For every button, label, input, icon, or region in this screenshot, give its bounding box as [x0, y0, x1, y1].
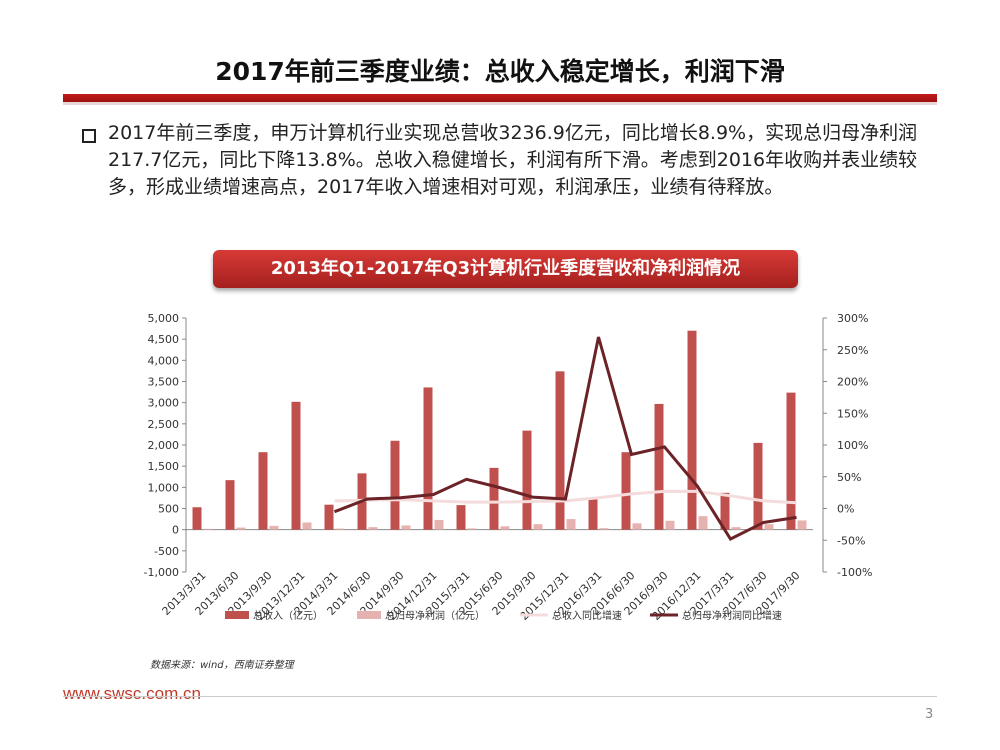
y-right-tick-label: 0%	[837, 503, 854, 516]
y-right-tick-label: -100%	[837, 566, 872, 579]
chart-bars	[192, 330, 807, 530]
bar-revenue	[291, 401, 301, 530]
y-left-tick-label: 4,000	[148, 354, 180, 367]
y-left-tick-label: 3,500	[148, 376, 180, 389]
bar-profit	[566, 519, 576, 530]
bar-revenue	[687, 330, 697, 530]
y-left-tick-label: 1,000	[148, 481, 180, 494]
bar-profit	[269, 525, 279, 530]
y-right-tick-label: 150%	[837, 407, 868, 420]
footer-url[interactable]: www.swsc.com.cn	[63, 684, 201, 703]
bar-revenue	[654, 403, 664, 530]
bar-profit	[368, 527, 378, 530]
bar-revenue	[390, 440, 400, 530]
legend-label: 总收入同比增速	[552, 609, 622, 622]
title-underline-bar	[63, 94, 937, 102]
legend-label: 总归母净利润同比增速	[682, 609, 782, 622]
bar-profit	[797, 520, 807, 530]
legend-label: 总收入（亿元）	[253, 609, 323, 622]
line-revenue-growth	[334, 489, 797, 505]
y-right-tick-label: 200%	[837, 376, 868, 389]
y-left-tick-label: 5,000	[148, 312, 180, 325]
legend-label: 总归母净利润（亿元）	[385, 609, 485, 622]
bar-profit	[467, 528, 477, 530]
bar-profit	[533, 524, 543, 530]
chart-labels: 5,000 4,500 4,000 3,500 3,000 2,500 2,000 1,500…	[144, 312, 873, 623]
y-right-tick-label: 100%	[837, 439, 868, 452]
bar-profit	[302, 522, 312, 530]
data-source-note: 数据来源：wind，西南证券整理	[150, 660, 294, 671]
y-left-tick-label: 500	[158, 503, 179, 516]
bar-revenue	[456, 505, 466, 530]
bar-profit	[236, 527, 246, 530]
y-right-tick-label: 300%	[837, 312, 868, 325]
legend-swatch	[357, 611, 381, 619]
y-left-tick-label: -500	[154, 545, 179, 558]
bar-revenue	[786, 392, 796, 530]
bar-revenue	[522, 430, 532, 530]
bar-profit	[698, 516, 708, 530]
page-number: 3	[925, 707, 934, 722]
chart-banner-title: 2013年Q1-2017年Q3计算机行业季度营收和净利润情况	[213, 250, 798, 288]
y-left-tick-label: 4,500	[148, 333, 180, 346]
bar-revenue	[423, 387, 433, 530]
bar-revenue	[720, 492, 730, 530]
bar-profit	[665, 520, 675, 530]
chart-axes	[182, 317, 827, 573]
bar-profit	[434, 519, 444, 530]
bar-profit	[203, 528, 213, 530]
bar-revenue	[588, 499, 598, 530]
y-left-tick-label: 2,500	[148, 418, 180, 431]
bar-profit	[764, 524, 774, 530]
bar-revenue	[489, 467, 499, 530]
bar-revenue	[555, 371, 565, 530]
y-left-tick-label: 0	[172, 524, 179, 537]
y-right-tick-label: -50%	[837, 534, 865, 547]
line-profit-growth	[333, 336, 797, 541]
bar-revenue	[192, 507, 202, 530]
bar-revenue	[621, 452, 631, 530]
legend-swatch	[225, 611, 249, 619]
y-left-tick-label: 1,500	[148, 460, 180, 473]
bar-revenue	[753, 442, 763, 530]
y-left-tick-label: -1,000	[144, 566, 179, 579]
y-right-tick-label: 50%	[837, 471, 861, 484]
chart-legend: 总收入（亿元） 总归母净利润（亿元） 总收入同比增速 总归母净利润同比增速	[225, 609, 782, 622]
chart-lines	[333, 336, 797, 541]
bar-profit	[335, 528, 345, 530]
bar-profit	[401, 525, 411, 530]
title-underline-shadow	[63, 102, 937, 105]
bullet-square-icon	[82, 129, 96, 143]
summary-paragraph: 2017年前三季度，申万计算机行业实现总营收3236.9亿元，同比增长8.9%，…	[108, 122, 918, 198]
bar-revenue	[258, 452, 268, 530]
y-left-tick-label: 2,000	[148, 439, 180, 452]
bar-profit	[731, 527, 741, 530]
bar-profit	[632, 523, 642, 530]
y-left-tick-label: 3,000	[148, 397, 180, 410]
bar-profit	[500, 526, 510, 530]
footer-divider	[63, 696, 937, 697]
bar-revenue	[324, 504, 334, 530]
bar-profit	[599, 528, 609, 530]
y-right-tick-label: 250%	[837, 344, 868, 357]
slide-title: 2017年前三季度业绩：总收入稳定增长，利润下滑	[215, 57, 785, 86]
bar-revenue	[225, 480, 235, 530]
